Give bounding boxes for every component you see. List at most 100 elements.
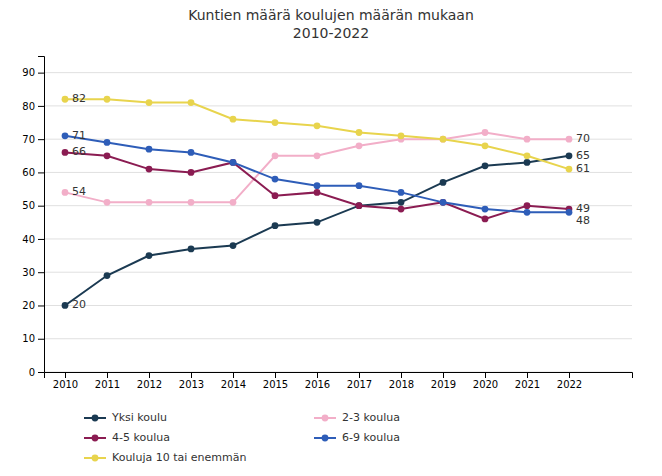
tick: 50 — [22, 200, 44, 211]
legend-item: Kouluja 10 tai enemmän — [84, 451, 246, 464]
grid-line — [44, 238, 632, 239]
grid — [44, 73, 632, 372]
point — [146, 166, 153, 173]
tick-mark — [38, 172, 44, 173]
tick-label: 60 — [22, 167, 35, 178]
tick-mark — [401, 372, 402, 378]
tick-label: 2016 — [305, 379, 330, 390]
tick-label: 2013 — [179, 379, 204, 390]
tick-mark — [485, 372, 486, 378]
point — [566, 136, 573, 143]
tick-label: 80 — [22, 101, 35, 112]
annotations: 82716654207065614948 — [72, 92, 590, 311]
point — [356, 202, 363, 209]
point — [482, 206, 489, 213]
point — [62, 132, 69, 139]
annotation: 71 — [72, 129, 86, 142]
legend-label: 4-5 koulua — [112, 431, 170, 444]
point — [566, 166, 573, 173]
tick-label: 2017 — [347, 379, 372, 390]
point — [356, 202, 363, 209]
tick-label: 2022 — [557, 379, 582, 390]
tick-label: 20 — [22, 300, 35, 311]
tick-label: 90 — [22, 67, 35, 78]
tick: 2017 — [347, 372, 372, 390]
legend-item: 6-9 koulua — [314, 431, 400, 444]
tick-label: 2019 — [431, 379, 456, 390]
point — [482, 129, 489, 136]
tick-mark — [443, 372, 444, 378]
tick-label: 30 — [22, 267, 35, 278]
tick: 80 — [22, 101, 44, 112]
tick-mark — [317, 372, 318, 378]
point — [188, 99, 195, 106]
point — [314, 219, 321, 226]
tick-mark — [38, 305, 44, 306]
point — [482, 216, 489, 223]
tick: 2015 — [263, 372, 288, 390]
point — [524, 202, 531, 209]
point — [440, 179, 447, 186]
point — [146, 199, 153, 206]
tick-label: 0 — [29, 367, 35, 378]
legend-label: Kouluja 10 tai enemmän — [112, 451, 246, 464]
tick: 20 — [22, 300, 44, 311]
point — [188, 246, 195, 253]
tick: 2011 — [95, 372, 120, 390]
tick-mark — [359, 372, 360, 378]
point — [62, 96, 69, 103]
tick-mark — [38, 272, 44, 273]
axis-line — [45, 373, 633, 379]
point — [146, 146, 153, 153]
tick: 2019 — [431, 372, 456, 390]
tick: 2020 — [473, 372, 498, 390]
point — [62, 149, 69, 156]
tick-mark — [38, 139, 44, 140]
tick: 70 — [22, 134, 44, 145]
point — [62, 189, 69, 196]
tick-label: 50 — [22, 200, 35, 211]
x-axis: 2010 2011 2012 2013 2014 2015 2016 2017 2018 2019… — [45, 372, 633, 390]
tick-mark — [527, 372, 528, 378]
legend-marker — [92, 435, 99, 442]
tick: 40 — [22, 234, 44, 245]
legend-label: Yksi koulu — [111, 411, 167, 424]
point — [104, 272, 111, 279]
title: Kuntien määrä koulujen määrän mukaan 2010… — [188, 7, 474, 41]
point — [230, 199, 237, 206]
legend-marker — [92, 415, 99, 422]
point — [566, 152, 573, 159]
point — [482, 162, 489, 169]
point — [188, 169, 195, 176]
tick-mark — [38, 339, 44, 340]
legend-item: Yksi koulu — [84, 411, 167, 424]
legend-marker — [92, 455, 99, 462]
legend-marker — [322, 415, 329, 422]
point — [566, 209, 573, 216]
tick: 60 — [22, 167, 44, 178]
tick-label: 2014 — [221, 379, 246, 390]
tick-label: 40 — [22, 234, 35, 245]
grid-line — [44, 305, 632, 306]
point — [314, 152, 321, 159]
tick-label: 2018 — [389, 379, 414, 390]
annotation: 82 — [72, 92, 86, 105]
point — [230, 116, 237, 123]
title-line: Kuntien määrä koulujen määrän mukaan — [188, 7, 474, 23]
point — [524, 152, 531, 159]
tick: 2012 — [137, 372, 162, 390]
tick: 2018 — [389, 372, 414, 390]
point — [272, 192, 279, 199]
tick-label: 2010 — [53, 379, 78, 390]
title-line: 2010-2022 — [293, 25, 369, 41]
point — [230, 159, 237, 166]
point — [272, 152, 279, 159]
legend: Yksi koulu2-3 koulua4-5 koulua6-9 koulua… — [84, 411, 400, 464]
point — [440, 199, 447, 206]
tick-label: 2021 — [515, 379, 540, 390]
point — [398, 199, 405, 206]
annotation: 70 — [576, 132, 590, 145]
tick-mark — [149, 372, 150, 378]
tick: 90 — [22, 67, 44, 78]
point — [440, 136, 447, 143]
